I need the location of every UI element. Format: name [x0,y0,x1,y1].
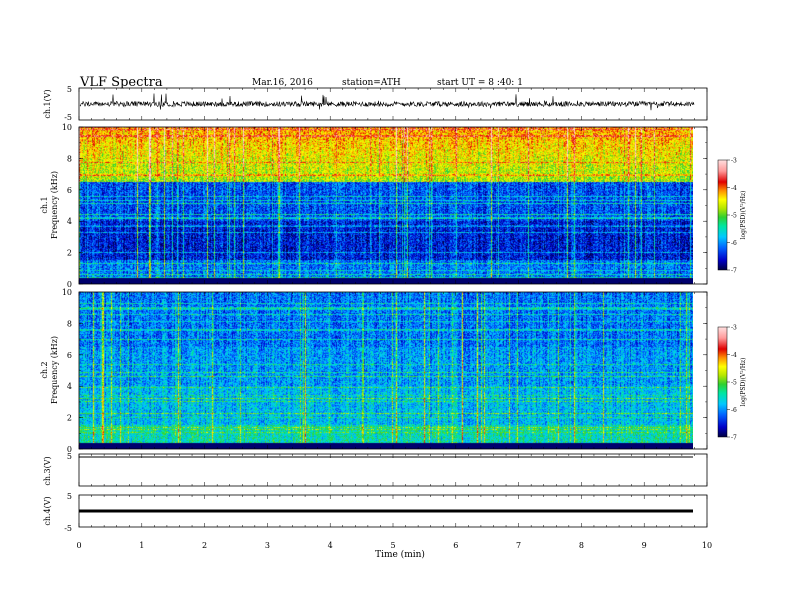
colorbar-tick-label: -7 [731,268,737,275]
ch2-colorbar [717,326,728,438]
ch4-waveform-ylabel: ch.4(V) [43,496,52,525]
x-tick-label: 9 [642,541,647,550]
x-tick-label: 1 [139,541,144,550]
ch4-ytick-top: 5 [67,492,72,501]
time-ticks [78,88,708,527]
ch1-colorbar-ticks: -3 -4 -5 -6 -7 [727,158,737,275]
colorbar-tick-label: -4 [731,185,737,192]
x-tick-label: 6 [453,541,458,550]
colorbar-tick-label: -5 [731,213,737,220]
ch3-waveform-ylabel: ch.3(V) [43,456,52,485]
colorbar-tick-label: -6 [731,240,737,247]
ch1-waveform-ylabel: ch.1(V) [43,89,52,118]
x-tick-label: 10 [702,541,712,550]
figure-title: VLF Spectra [79,75,163,90]
frequency-tick-label: 0 [67,280,72,289]
frequency-tick-label: 2 [67,249,72,258]
colorbar-tick-label: -3 [731,325,737,332]
colorbar-tick-label: -6 [731,407,737,414]
frequency-tick-label: 10 [62,123,72,132]
recording-date: Mar.16, 2016 [252,78,313,88]
x-tick-label: 3 [265,541,270,550]
ch1-waveform-trace [79,93,695,111]
x-tick-label: 7 [516,541,521,550]
ch3-ytick-top: 5 [67,452,72,461]
frequency-tick-label: 6 [67,186,72,195]
ch2-spectrogram-channel-label: ch.2 [40,361,49,378]
ch1-colorbar-label: log(PSD)(V²/Hz) [740,191,747,240]
ch2-spectrogram-image [79,292,693,449]
ch1-colorbar [717,159,728,271]
frequency-tick-label: 4 [67,217,72,226]
colorbar-tick-label: -3 [731,158,737,165]
frequency-tick-label: 8 [67,154,72,163]
ch2-frequency-axis-label: Frequency (kHz) [50,336,59,404]
ch4-waveform-panel: 5 -5 ch.4(V) [43,492,708,533]
colorbar-tick-label: -7 [731,435,737,442]
x-tick-label: 2 [202,541,207,550]
ch1-frequency-ticks: 0 2 4 6 8 10 [62,123,707,289]
x-tick-label: 0 [76,541,81,550]
ch1-spectrogram-image [79,127,693,284]
colorbar-tick-label: -4 [731,352,737,359]
x-tick-label: 4 [328,541,333,550]
x-tick-label: 8 [579,541,584,550]
x-axis-tick-labels: 0 1 2 3 4 5 6 7 8 9 10 [76,541,712,550]
x-axis-label: Time (min) [375,549,425,560]
ch1-waveform-panel: 5 -5 ch.1(V) [43,85,708,122]
ch2-colorbar-ticks: -3 -4 -5 -6 -7 [727,325,737,442]
ch1-ytick-top: 5 [67,85,72,94]
frequency-tick-label: 0 [67,445,72,454]
frequency-tick-label: 8 [67,319,72,328]
ch4-ytick-bottom: -5 [64,524,72,533]
colorbar-tick-label: -5 [731,380,737,387]
ch1-frequency-axis-label: Frequency (kHz) [50,171,59,239]
ch2-colorbar-label: log(PSD)(V²/Hz) [740,358,747,407]
ch2-frequency-ticks: 0 2 4 6 8 10 [62,288,707,454]
ch1-spectrogram-channel-label: ch.1 [40,196,49,213]
frequency-tick-label: 2 [67,414,72,423]
frequency-tick-label: 6 [67,351,72,360]
ch1-ytick-bottom: -5 [64,113,72,122]
start-time-ut: start UT = 8 :40: 1 [437,78,523,88]
ch3-waveform-frame [78,453,708,487]
ch3-waveform-panel: 5 ch.3(V) [43,452,708,487]
frequency-tick-label: 10 [62,288,72,297]
x-tick-label: 5 [390,541,395,550]
station-name: station=ATH [342,78,401,88]
frequency-tick-label: 4 [67,382,72,391]
